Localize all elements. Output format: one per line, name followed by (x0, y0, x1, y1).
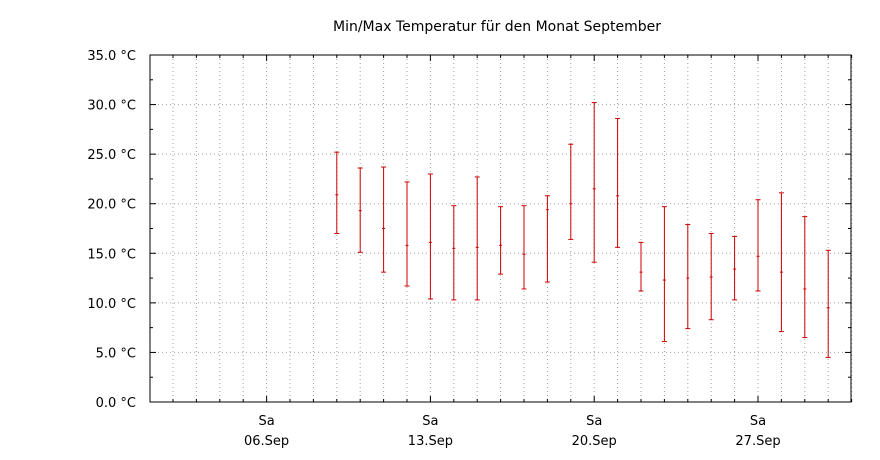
x-tick-weekday: Sa (422, 414, 438, 429)
chart-title: Min/Max Temperatur für den Monat Septemb… (333, 19, 661, 35)
x-tick-date: 06.Sep (244, 434, 289, 449)
y-tick-label: 10.0 °C (87, 297, 136, 312)
x-tick-weekday: Sa (586, 414, 602, 429)
x-tick-weekday: Sa (258, 414, 274, 429)
y-tick-label: 35.0 °C (87, 49, 136, 64)
x-tick-date: 20.Sep (572, 434, 617, 449)
x-axis-tick-labels: Sa 06.Sep Sa 13.Sep Sa 20.Sep Sa 27.Sep (244, 414, 781, 449)
x-tick-weekday: Sa (750, 414, 766, 429)
axes (149, 54, 853, 403)
y-tick-label: 30.0 °C (87, 99, 136, 114)
error-bars (334, 102, 831, 358)
y-tick-label: 20.0 °C (87, 198, 136, 213)
y-tick-label: 25.0 °C (87, 148, 136, 163)
y-tick-label: 0.0 °C (96, 396, 136, 411)
y-tick-label: 5.0 °C (96, 346, 136, 361)
y-tick-label: 15.0 °C (87, 247, 136, 262)
y-axis-tick-labels: 0.0 °C 5.0 °C 10.0 °C 15.0 °C 20.0 °C 25.0 °C… (87, 49, 136, 411)
x-tick-date: 27.Sep (735, 434, 780, 449)
x-tick-date: 13.Sep (408, 434, 453, 449)
